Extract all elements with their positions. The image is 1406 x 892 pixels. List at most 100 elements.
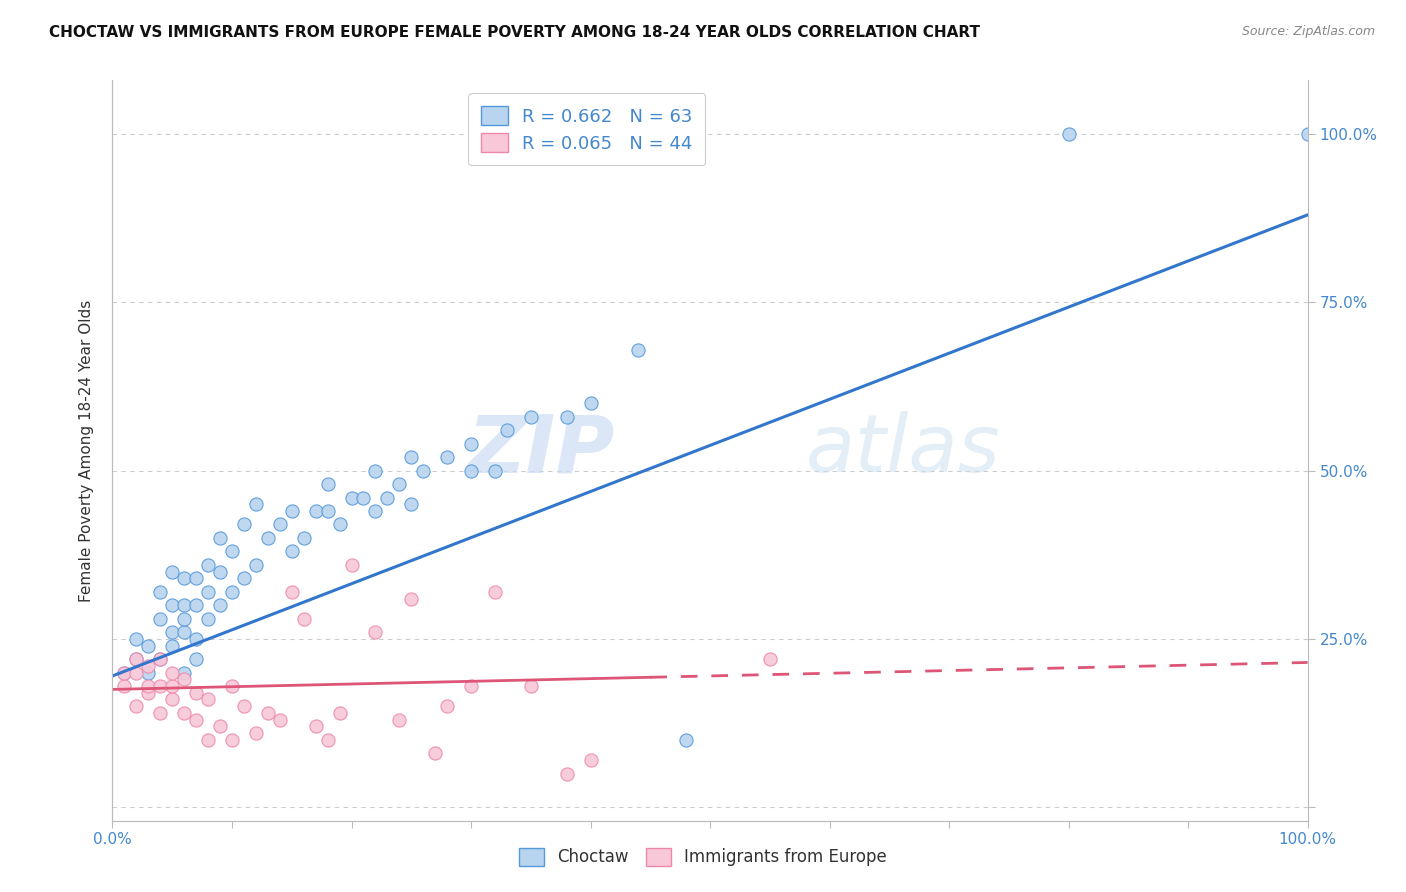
Point (340, 491, 363, 505)
Point (329, 517, 352, 532)
Point (138, 686, 160, 700)
Point (292, 612, 315, 626)
Point (197, 612, 219, 626)
Point (364, 504, 387, 518)
Point (162, 679, 183, 693)
Point (173, 673, 195, 687)
Point (305, 719, 328, 733)
Point (364, 464, 387, 478)
Point (186, 713, 208, 727)
Point (173, 612, 195, 626)
Point (555, 766, 578, 780)
Point (281, 544, 304, 558)
Point (233, 517, 256, 532)
Point (114, 679, 135, 693)
Text: atlas: atlas (806, 411, 1001, 490)
Point (162, 692, 183, 706)
Point (257, 531, 280, 545)
Point (401, 591, 423, 606)
Text: CHOCTAW VS IMMIGRANTS FROM EUROPE FEMALE POVERTY AMONG 18-24 YEAR OLDS CORRELATI: CHOCTAW VS IMMIGRANTS FROM EUROPE FEMALE… (49, 25, 980, 40)
Point (149, 652, 172, 666)
Point (460, 436, 482, 450)
Point (388, 713, 411, 727)
Point (149, 652, 172, 666)
Point (125, 665, 148, 680)
Point (329, 706, 352, 720)
Point (520, 409, 543, 424)
Y-axis label: Female Poverty Among 18-24 Year Olds: Female Poverty Among 18-24 Year Olds (79, 300, 94, 601)
Point (186, 652, 208, 666)
Point (125, 699, 148, 714)
Point (186, 632, 208, 646)
Point (269, 517, 291, 532)
Point (162, 639, 183, 653)
Point (675, 732, 697, 747)
Point (138, 679, 160, 693)
Point (245, 497, 267, 511)
Point (316, 732, 339, 747)
Point (173, 665, 195, 680)
Point (138, 665, 160, 680)
Point (305, 504, 328, 518)
Point (484, 584, 506, 599)
Point (209, 531, 232, 545)
Point (425, 747, 447, 761)
Point (149, 706, 172, 720)
Point (173, 599, 195, 613)
Point (245, 726, 267, 740)
Text: Source: ZipAtlas.com: Source: ZipAtlas.com (1241, 25, 1375, 38)
Point (138, 658, 160, 673)
Point (149, 584, 172, 599)
Legend: Choctaw, Immigrants from Europe: Choctaw, Immigrants from Europe (513, 841, 893, 873)
Point (292, 531, 315, 545)
Point (579, 396, 602, 410)
Point (162, 625, 183, 640)
Point (173, 571, 195, 585)
Point (173, 706, 195, 720)
Point (186, 571, 208, 585)
Point (114, 665, 135, 680)
Point (484, 464, 506, 478)
Point (209, 565, 232, 579)
Point (125, 632, 148, 646)
Point (257, 706, 280, 720)
Point (221, 732, 243, 747)
Point (520, 679, 543, 693)
Point (759, 652, 782, 666)
Point (125, 652, 148, 666)
Point (269, 713, 291, 727)
Point (579, 753, 602, 767)
Point (627, 343, 650, 357)
Point (377, 491, 399, 505)
Text: ZIP: ZIP (467, 411, 614, 490)
Point (352, 491, 374, 505)
Point (197, 692, 219, 706)
Point (1296, 127, 1319, 141)
Point (138, 639, 160, 653)
Point (114, 665, 135, 680)
Point (555, 409, 578, 424)
Point (125, 652, 148, 666)
Point (197, 732, 219, 747)
Point (233, 571, 256, 585)
Point (149, 679, 172, 693)
Point (388, 477, 411, 491)
Point (1057, 127, 1080, 141)
Point (221, 584, 243, 599)
Point (162, 599, 183, 613)
Point (209, 719, 232, 733)
Point (436, 450, 458, 465)
Point (496, 423, 519, 437)
Point (401, 497, 423, 511)
Point (162, 565, 183, 579)
Point (221, 679, 243, 693)
Point (460, 464, 482, 478)
Point (173, 625, 195, 640)
Point (233, 699, 256, 714)
Point (221, 544, 243, 558)
Point (245, 558, 267, 572)
Point (436, 699, 458, 714)
Point (186, 599, 208, 613)
Point (364, 625, 387, 640)
Point (316, 477, 339, 491)
